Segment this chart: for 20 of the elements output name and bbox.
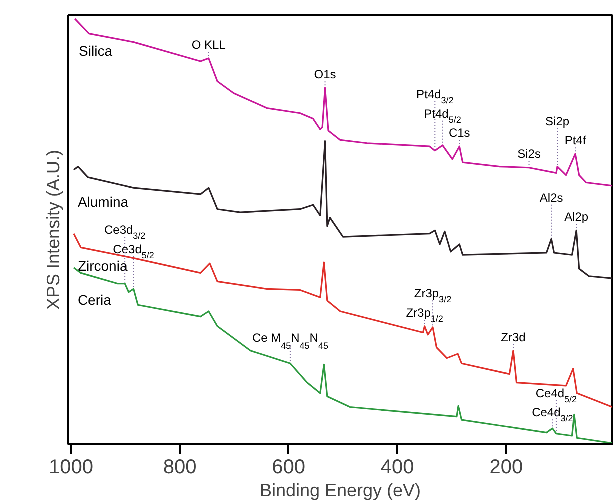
y-axis-title: XPS Intensity (A.U.) bbox=[44, 150, 64, 310]
annotation: Al2p bbox=[564, 210, 589, 224]
series-label: Ceria bbox=[78, 292, 112, 308]
x-tick-label: 600 bbox=[272, 456, 306, 478]
series-label: Alumina bbox=[78, 194, 129, 210]
annotation: Si2p bbox=[546, 114, 570, 128]
series-label: Silica bbox=[79, 42, 113, 59]
x-tick-label: 800 bbox=[163, 456, 197, 478]
x-tick-label: 1000 bbox=[48, 456, 94, 478]
annotation: C1s bbox=[448, 126, 470, 140]
x-tick-label: 400 bbox=[380, 456, 414, 478]
annotation: O1s bbox=[314, 68, 336, 82]
annotation: O KLL bbox=[192, 38, 226, 52]
x-tick-label: 200 bbox=[490, 456, 524, 478]
annotation: Al2s bbox=[540, 190, 564, 205]
annotation: Zr3d bbox=[501, 330, 526, 344]
x-axis-title: Binding Energy (eV) bbox=[260, 480, 422, 500]
series-label: Zirconia bbox=[78, 258, 128, 274]
annotation: Pt4f bbox=[564, 134, 587, 148]
annotation: Si2s bbox=[518, 147, 541, 162]
